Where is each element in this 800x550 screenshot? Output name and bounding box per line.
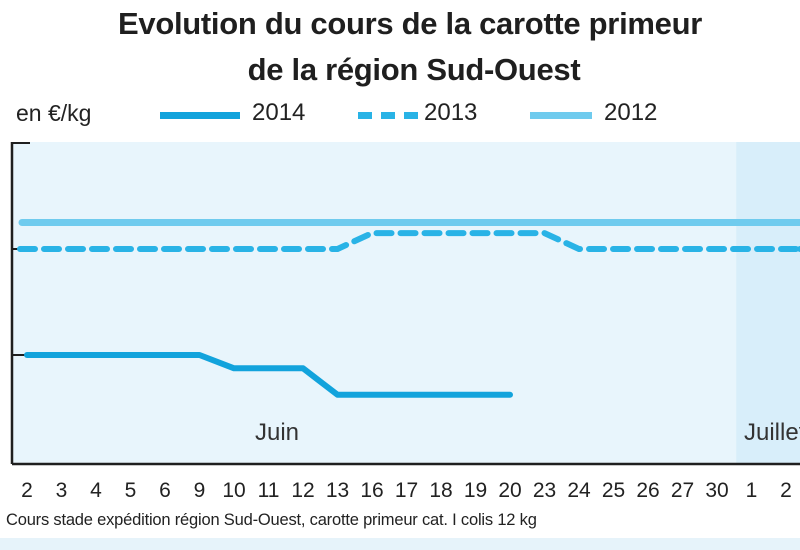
x-tick-label: 2 [780, 479, 792, 502]
chart-title: Evolution du cours de la carotte primeur [118, 6, 702, 41]
x-tick-label: 6 [159, 479, 171, 502]
legend-label-2014: 2014 [252, 99, 306, 126]
series-line-2013 [17, 230, 800, 252]
x-tick-label: 23 [533, 479, 556, 502]
chart-caption: Cours stade expédition région Sud-Ouest,… [6, 511, 537, 529]
x-tick-label: 24 [567, 479, 591, 502]
x-tick-label: 27 [671, 479, 694, 502]
month-label-juin: Juin [255, 419, 299, 446]
legend-label-2013: 2013 [424, 99, 478, 126]
legend-item-2012: 2012 [530, 98, 680, 128]
month-label-juillet: Juillet [744, 419, 800, 446]
x-tick-label: 25 [602, 479, 625, 502]
x-tick-label: 4 [90, 479, 102, 502]
x-tick-label: 30 [705, 479, 728, 502]
legend-label-2012: 2012 [604, 99, 658, 126]
series-line-2014 [24, 352, 513, 398]
legend-item-2013: 2013 [358, 98, 508, 128]
chart-title-line2: de la région Sud-Ouest [247, 52, 581, 87]
x-tick-label: 16 [360, 479, 383, 502]
plot-background [12, 142, 800, 464]
x-tick-label: 13 [326, 479, 349, 502]
x-tick-label: 17 [395, 479, 418, 502]
legend-swatch-2014 [160, 112, 240, 119]
x-tick-label: 3 [56, 479, 68, 502]
x-tick-label: 1 [746, 479, 758, 502]
x-tick-label: 18 [429, 479, 452, 502]
x-tick-label: 2 [21, 479, 33, 502]
legend-swatch-2012 [530, 112, 592, 119]
x-tick-label: 20 [498, 479, 521, 502]
legend-item-2014: 2014 [160, 98, 310, 128]
x-tick-label: 9 [194, 479, 206, 502]
x-tick-label: 12 [291, 479, 314, 502]
x-tick-label: 11 [258, 479, 280, 502]
july-shading [736, 142, 800, 464]
x-tick-label: 5 [125, 479, 137, 502]
x-tick-label: 26 [636, 479, 659, 502]
x-tick-label: 19 [464, 479, 487, 502]
bottom-strip [0, 538, 800, 550]
x-tick-label: 10 [222, 479, 245, 502]
y-unit-label: en €/kg [16, 100, 92, 126]
legend-swatch-2013 [358, 112, 418, 119]
